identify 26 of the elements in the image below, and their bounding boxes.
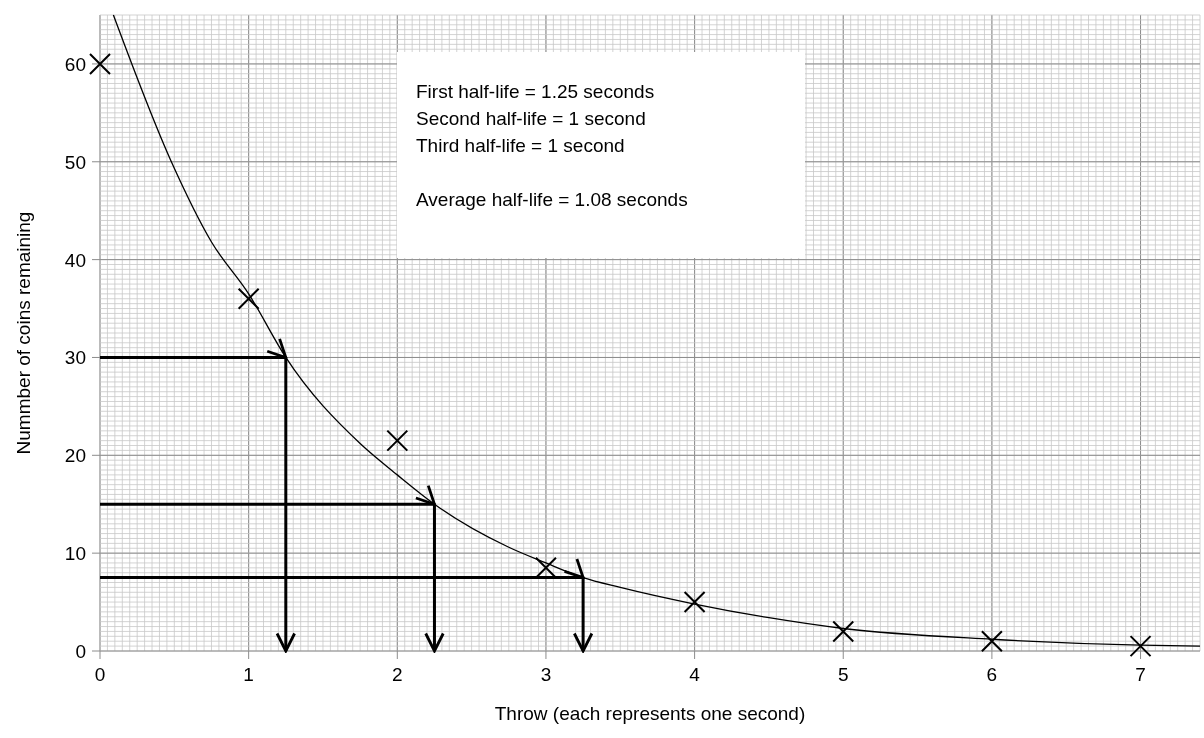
- y-axis-title: Nummber of coins remaining: [13, 211, 34, 455]
- y-tick-label: 60: [64, 53, 86, 75]
- y-tick-label: 20: [64, 445, 86, 467]
- y-tick-label: 50: [64, 151, 86, 173]
- text: First half-life = 1.25 seconds Second half-life = 1 second Third half-life = 1 second Average half-life = 1.08 seconds: [416, 81, 688, 210]
- x-tick-label: 2: [392, 664, 403, 685]
- point: [386, 429, 409, 452]
- x-tick-label: 3: [540, 664, 552, 685]
- point: [237, 287, 260, 310]
- point: [1129, 635, 1152, 658]
- point: [683, 591, 706, 614]
- x-tick-label: 7: [1135, 664, 1146, 685]
- point: [534, 556, 557, 579]
- point: [89, 52, 111, 75]
- x-axis-title: Throw (each represents one second): [494, 703, 806, 724]
- y-tick-label: 10: [64, 543, 86, 565]
- point: [980, 630, 1003, 653]
- y-tick-label: 40: [64, 249, 86, 271]
- x-tick-label: 0: [94, 664, 106, 685]
- y-tick-label: 30: [64, 347, 86, 369]
- x-tick-label: 1: [243, 664, 254, 685]
- point: [832, 620, 855, 643]
- y-tick-label: 0: [75, 641, 86, 662]
- x-tick-label: 4: [689, 664, 701, 685]
- x-tick-label: 6: [986, 664, 998, 685]
- x-tick-label: 5: [837, 664, 849, 685]
